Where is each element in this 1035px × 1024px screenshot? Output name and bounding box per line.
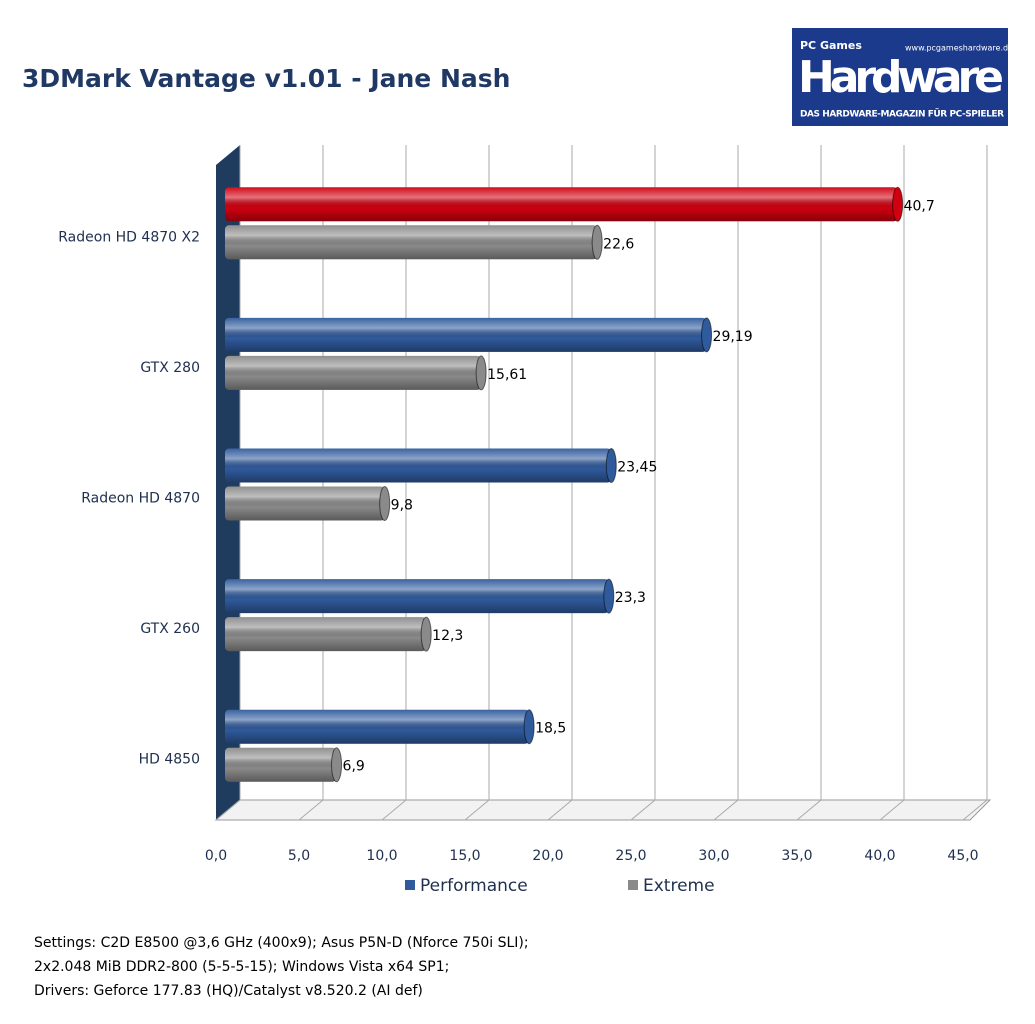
x-tick-label: 35,0 bbox=[781, 848, 812, 864]
y-tick-label: GTX 280 bbox=[140, 360, 200, 376]
bar-shine bbox=[225, 709, 530, 744]
x-tick-label: 45,0 bbox=[947, 848, 978, 864]
x-tick-label: 5,0 bbox=[288, 848, 310, 864]
bar-cap bbox=[591, 224, 603, 260]
legend-label: Performance bbox=[420, 876, 528, 896]
legend: Performance Extreme bbox=[405, 876, 715, 896]
y-tick-label: HD 4850 bbox=[139, 752, 200, 768]
logo-url: www.pcgameshardware.de bbox=[905, 44, 1013, 53]
logo-name: Hardware bbox=[798, 52, 1004, 103]
bar-cap bbox=[523, 709, 535, 745]
grid-line bbox=[962, 145, 988, 821]
bar-shine bbox=[225, 225, 598, 260]
grid-line bbox=[464, 145, 490, 821]
bar-cap bbox=[420, 616, 432, 652]
bar-shine bbox=[225, 187, 898, 222]
note: 2x2.048 MiB DDR2-800 (5-5-5-15); Windows… bbox=[34, 959, 449, 975]
bar-shine bbox=[225, 317, 707, 352]
legend-swatch bbox=[405, 880, 415, 890]
logo: PC Games www.pcgameshardware.de Hardware… bbox=[792, 28, 1013, 126]
value-label: 23,3 bbox=[615, 590, 646, 606]
y-tick-label: Radeon HD 4870 X2 bbox=[58, 229, 200, 245]
value-label: 22,6 bbox=[603, 236, 634, 252]
bar-cap bbox=[701, 317, 713, 353]
bar-shine bbox=[225, 617, 427, 652]
value-label: 9,8 bbox=[391, 498, 413, 514]
x-tick-label: 30,0 bbox=[698, 848, 729, 864]
bar-cap bbox=[331, 747, 343, 783]
floor bbox=[214, 799, 992, 821]
bar-cap bbox=[475, 355, 487, 391]
bar-cap bbox=[892, 186, 904, 222]
bar-shine bbox=[225, 579, 609, 614]
note: Settings: C2D E8500 @3,6 GHz (400x9); As… bbox=[34, 935, 529, 951]
grid-line bbox=[547, 145, 573, 821]
x-tick-label: 25,0 bbox=[615, 848, 646, 864]
legend-swatch bbox=[628, 880, 638, 890]
bar-shine bbox=[225, 486, 385, 521]
chart-title: 3DMark Vantage v1.01 - Jane Nash bbox=[22, 64, 510, 93]
logo-brand: PC Games bbox=[800, 39, 862, 52]
grid-line bbox=[630, 145, 656, 821]
note: Drivers: Geforce 177.83 (HQ)/Catalyst v8… bbox=[34, 983, 423, 999]
wall bbox=[216, 145, 240, 820]
grid-line bbox=[713, 145, 739, 821]
logo-tagline: DAS HARDWARE-MAGAZIN FÜR PC-SPIELER bbox=[800, 109, 1004, 120]
bar-shine bbox=[225, 448, 612, 483]
bar-cap bbox=[379, 486, 391, 521]
value-label: 40,7 bbox=[904, 198, 935, 214]
bar-cap bbox=[603, 578, 615, 614]
x-tick-label: 0,0 bbox=[205, 848, 227, 864]
x-tick-label: 15,0 bbox=[449, 848, 480, 864]
x-tick-label: 40,0 bbox=[864, 848, 895, 864]
value-label: 12,3 bbox=[432, 628, 463, 644]
value-label: 23,45 bbox=[617, 460, 657, 476]
grid-line bbox=[796, 145, 822, 821]
value-label: 15,61 bbox=[487, 367, 527, 383]
bar-shine bbox=[225, 747, 337, 782]
legend-label: Extreme bbox=[643, 876, 715, 896]
y-tick-label: Radeon HD 4870 bbox=[81, 491, 200, 507]
grid-line bbox=[879, 145, 905, 821]
bar-shine bbox=[225, 355, 482, 390]
value-label: 18,5 bbox=[535, 721, 566, 737]
value-label: 6,9 bbox=[343, 759, 365, 775]
x-tick-label: 20,0 bbox=[532, 848, 563, 864]
logo-box bbox=[792, 28, 1008, 126]
bar-cap bbox=[605, 448, 617, 483]
x-tick-label: 10,0 bbox=[366, 848, 397, 864]
y-tick-label: GTX 260 bbox=[140, 621, 200, 637]
value-label: 29,19 bbox=[713, 329, 753, 345]
